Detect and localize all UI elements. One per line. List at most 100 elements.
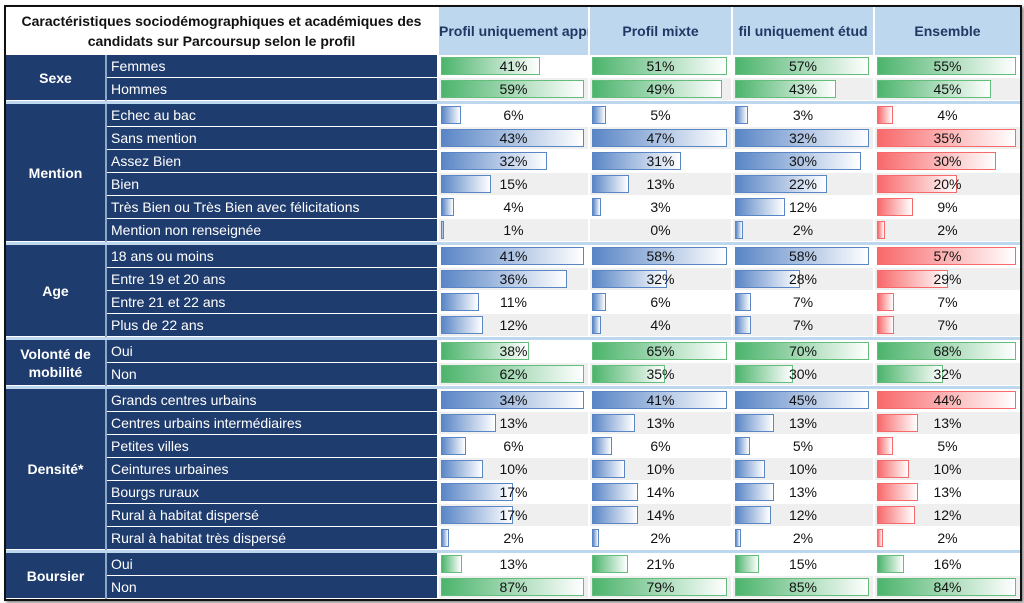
- table-row: Assez Bien 32% 31% 30% 30%: [6, 149, 1020, 173]
- group-separator: [6, 100, 1020, 104]
- value-text: 7%: [792, 294, 814, 310]
- value-text: 5%: [650, 107, 671, 123]
- value-cell: 17%: [437, 503, 589, 527]
- value-text: 32%: [646, 271, 675, 287]
- value-cell: 10%: [873, 457, 1020, 481]
- row-label: Mention non renseignée: [106, 218, 438, 242]
- value-text: 2%: [937, 530, 958, 546]
- data-bar: [441, 555, 463, 573]
- value-cell: 22%: [731, 172, 874, 196]
- value-cell: 57%: [731, 55, 874, 78]
- value-cell: 12%: [873, 503, 1020, 527]
- value-cell: 1%: [437, 218, 589, 242]
- value-cell: 6%: [588, 434, 732, 458]
- table-row: Petites villes 6% 6% 5% 5%: [6, 434, 1020, 458]
- value-cell: 2%: [731, 526, 874, 550]
- value-cell: 3%: [731, 104, 874, 127]
- value-cell: 14%: [588, 480, 732, 504]
- value-cell: 41%: [588, 389, 732, 412]
- data-bar: [441, 578, 585, 596]
- data-bar: [735, 555, 759, 573]
- table-row: Ceintures urbaines 10% 10% 10% 10%: [6, 457, 1020, 481]
- data-bar: [877, 437, 893, 455]
- value-text: 43%: [788, 81, 818, 97]
- value-cell: 87%: [437, 575, 589, 599]
- value-text: 31%: [646, 153, 675, 169]
- data-bar: [441, 414, 496, 432]
- row-label: Petites villes: [106, 434, 438, 458]
- data-bar: [592, 460, 625, 478]
- value-text: 32%: [499, 153, 528, 169]
- data-bar: [441, 506, 513, 524]
- data-bar: [592, 316, 602, 334]
- value-text: 35%: [646, 366, 675, 382]
- row-label: Entre 21 et 22 ans: [106, 290, 438, 314]
- value-cell: 2%: [437, 526, 589, 550]
- value-text: 41%: [646, 392, 675, 408]
- row-label: Grands centres urbains: [106, 389, 438, 412]
- value-text: 12%: [788, 507, 818, 523]
- value-cell: 13%: [873, 480, 1020, 504]
- value-text: 2%: [792, 222, 814, 238]
- value-text: 14%: [646, 484, 675, 500]
- data-bar: [735, 80, 837, 98]
- data-bar: [592, 129, 728, 147]
- data-bar: [441, 437, 467, 455]
- table-row: Plus de 22 ans 12% 4% 7% 7%: [6, 313, 1020, 337]
- data-bar: [441, 80, 585, 98]
- data-bar: [735, 414, 774, 432]
- value-text: 36%: [499, 271, 528, 287]
- sociodemographic-table: Caractéristiques sociodémographiques et …: [4, 5, 1022, 601]
- data-bar: [877, 483, 919, 501]
- value-cell: 45%: [731, 389, 874, 412]
- value-text: 44%: [933, 392, 962, 408]
- value-cell: 11%: [437, 290, 589, 314]
- value-cell: 84%: [873, 575, 1020, 599]
- data-bar: [735, 316, 752, 334]
- value-text: 59%: [499, 81, 528, 97]
- value-cell: 59%: [437, 77, 589, 101]
- value-text: 13%: [499, 556, 528, 572]
- value-text: 29%: [933, 271, 962, 287]
- value-text: 13%: [646, 415, 675, 431]
- table-row: Centres urbains intermédiaires 13% 13% 13% 1…: [6, 411, 1020, 435]
- value-cell: 15%: [437, 172, 589, 196]
- data-bar: [735, 129, 870, 147]
- value-text: 7%: [937, 294, 958, 310]
- value-cell: 65%: [588, 340, 732, 363]
- value-cell: 6%: [437, 434, 589, 458]
- data-bar: [441, 365, 585, 383]
- value-cell: 44%: [873, 389, 1020, 412]
- value-text: 2%: [792, 530, 814, 546]
- value-cell: 6%: [588, 290, 732, 314]
- value-cell: 43%: [437, 126, 589, 150]
- group-separator: [6, 336, 1020, 340]
- group-separator: [6, 241, 1020, 245]
- group-label: Sexe: [6, 55, 107, 101]
- data-bar: [592, 152, 682, 170]
- value-cell: 17%: [437, 480, 589, 504]
- value-text: 62%: [499, 366, 528, 382]
- value-text: 85%: [788, 579, 818, 595]
- value-text: 41%: [499, 58, 528, 74]
- value-cell: 30%: [731, 362, 874, 386]
- value-text: 30%: [788, 153, 818, 169]
- row-label: Bourgs ruraux: [106, 480, 438, 504]
- data-bar: [592, 270, 667, 288]
- value-cell: 58%: [731, 245, 874, 268]
- value-text: 28%: [788, 271, 818, 287]
- data-bar: [441, 57, 541, 75]
- table-row: Hommes 59% 49% 43% 45%: [6, 77, 1020, 101]
- value-text: 10%: [788, 461, 818, 477]
- table-title: Caractéristiques sociodémographiques et …: [6, 7, 438, 55]
- data-bar: [735, 391, 870, 409]
- value-text: 13%: [933, 415, 962, 431]
- value-cell: 2%: [588, 526, 732, 550]
- value-text: 13%: [788, 415, 818, 431]
- data-bar: [441, 221, 445, 239]
- value-text: 3%: [792, 107, 814, 123]
- table-row: Sexe Femmes 41% 51% 57% 55%: [6, 55, 1020, 101]
- value-text: 41%: [499, 248, 528, 264]
- column-header-ensemble: Ensemble: [873, 7, 1020, 55]
- data-bar: [877, 270, 948, 288]
